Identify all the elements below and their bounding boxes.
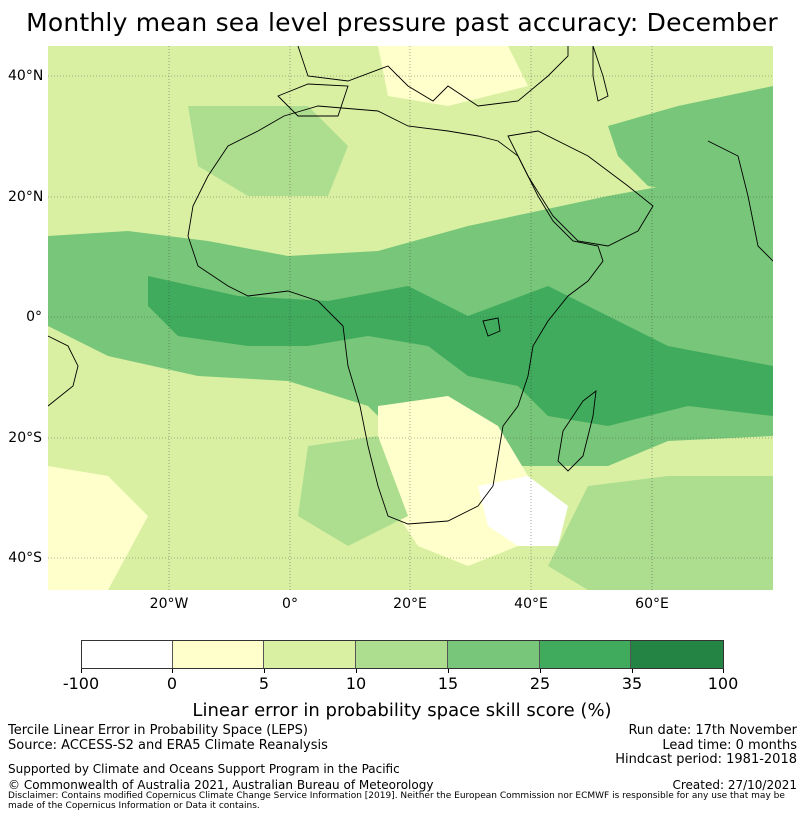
colorbar-tickmark	[632, 669, 633, 673]
europe-coastline	[297, 46, 569, 107]
colorbar-tick-label: 15	[437, 674, 459, 693]
colorbar-tick-label: 35	[621, 674, 643, 693]
colorbar-segment	[356, 641, 448, 668]
copyright-text: © Commonwealth of Australia 2021, Austra…	[8, 778, 434, 792]
region-skill-15-s	[298, 436, 408, 546]
chart-title: Monthly mean sea level pressure past acc…	[26, 8, 778, 37]
region-skill-15-se	[548, 476, 773, 590]
hindcast-text: Hindcast period: 1981-2018	[615, 752, 797, 767]
map-canvas	[48, 46, 773, 590]
colorbar-tick-label: -100	[62, 674, 100, 693]
support-text: Supported by Climate and Oceans Support …	[8, 762, 400, 776]
india-coastline	[707, 140, 773, 262]
lon-label-20w: 20°W	[149, 596, 189, 612]
lat-label-40s: 40°S	[8, 550, 42, 566]
colorbar-tick-label: 0	[166, 674, 178, 693]
colorbar-tickmark	[448, 669, 449, 673]
madagascar-coastline	[557, 389, 597, 472]
iberia-coastline	[277, 83, 349, 117]
region-skill-15-sahara	[188, 106, 348, 196]
colorbar-tick-label: 100	[707, 674, 739, 693]
gridlines	[48, 46, 773, 590]
colorbar-tickmark	[723, 669, 724, 673]
colorbar-tickmark	[540, 669, 541, 673]
created-text: Created: 27/10/2021	[672, 778, 797, 792]
lead-time-text: Lead time: 0 months	[662, 738, 797, 753]
run-date-text: Run date: 17th November	[628, 723, 797, 738]
lon-label-20e: 20°E	[393, 596, 427, 612]
colorbar-tickmark	[81, 669, 82, 673]
coastlines	[48, 46, 773, 525]
skill-map	[48, 46, 773, 590]
colorbar-tick-label: 5	[258, 674, 270, 693]
south-america-coastline	[48, 335, 79, 407]
lat-label-40n: 40°N	[8, 68, 44, 84]
lat-label-20n: 20°N	[8, 189, 44, 205]
source-text: Source: ACCESS-S2 and ERA5 Climate Reana…	[8, 738, 328, 753]
africa-coastline	[187, 105, 604, 525]
colorbar-tickmark	[264, 669, 265, 673]
caspian-sea	[592, 46, 609, 102]
method-text: Tercile Linear Error in Probability Spac…	[8, 723, 308, 738]
colorbar	[81, 640, 724, 669]
lat-label-0: 0°	[26, 309, 42, 325]
colorbar-tickmark	[356, 669, 357, 673]
region-skill-35	[148, 276, 773, 426]
region-skill-5-sw	[48, 466, 148, 590]
colorbar-segment	[631, 641, 724, 668]
region-skill-0	[478, 476, 568, 546]
colorbar-segment	[539, 641, 632, 668]
colorbar-segment	[172, 641, 265, 668]
disclaimer-text: Disclaimer: Contains modified Copernicus…	[8, 791, 785, 811]
colorbar-segment	[82, 641, 173, 668]
lon-label-40e: 40°E	[514, 596, 548, 612]
colorbar-segment	[264, 641, 357, 668]
lon-label-60e: 60°E	[635, 596, 669, 612]
lake-victoria	[482, 317, 501, 337]
colorbar-segment	[447, 641, 540, 668]
arabia-coastline	[507, 130, 654, 247]
lon-label-0: 0°	[282, 596, 298, 612]
colorbar-title: Linear error in probability space skill …	[192, 700, 612, 721]
colorbar-tick-label: 25	[529, 674, 551, 693]
colorbar-tick-label: 10	[345, 674, 367, 693]
region-skill-25-ne	[608, 86, 773, 196]
colorbar-tickmark	[172, 669, 173, 673]
lat-label-20s: 20°S	[8, 430, 42, 446]
